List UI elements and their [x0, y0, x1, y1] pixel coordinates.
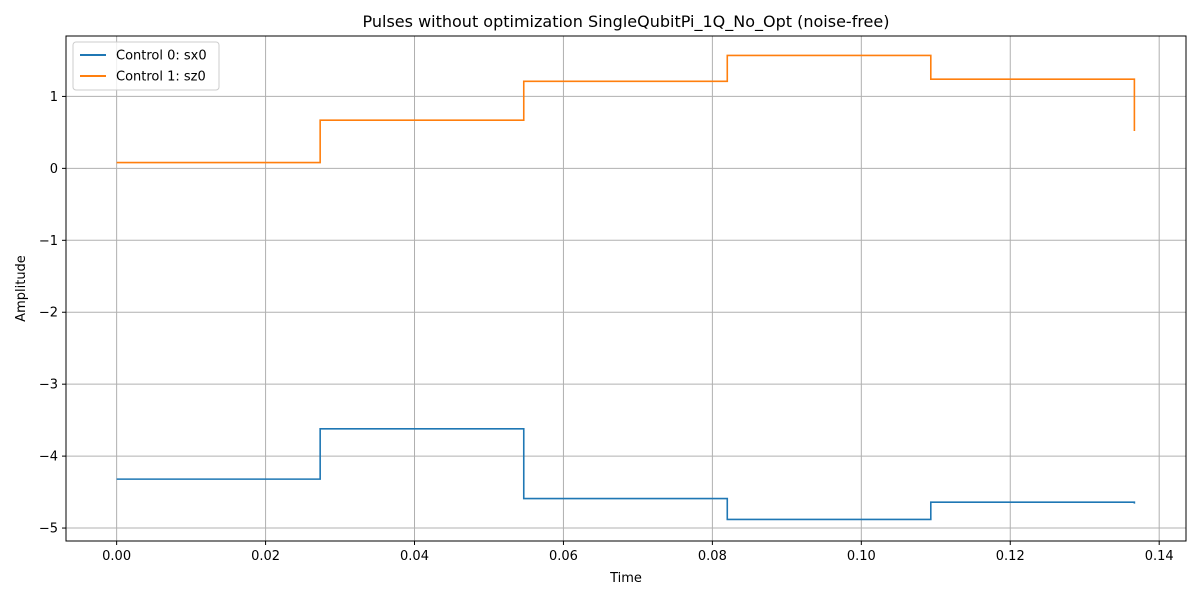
chart-title: Pulses without optimization SingleQubitP…	[363, 12, 890, 32]
legend: Control 0: sx0 Control 1: sz0	[72, 41, 220, 91]
x-tick-label: 0.10	[847, 549, 876, 564]
series-line-1	[116, 54, 1136, 164]
series-lines	[116, 54, 1136, 521]
legend-box	[72, 41, 220, 91]
y-axis-label: Amplitude	[14, 255, 29, 322]
x-tick-label: 0.08	[698, 549, 727, 564]
axis-ticks: 0.00 0.02 0.04 0.06 0.08 0.10 0.12 0.14 −5 −4 −3 −2…	[39, 90, 1174, 564]
y-tick-label: 0	[50, 162, 58, 177]
plot-area-frame	[65, 35, 1187, 542]
y-tick-label: −4	[39, 450, 58, 465]
x-tick-label: 0.02	[251, 549, 280, 564]
x-tick-label: 0.06	[549, 549, 578, 564]
y-tick-label: 1	[50, 90, 58, 105]
x-tick-label: 0.14	[1145, 549, 1174, 564]
y-tick-label: −2	[39, 306, 58, 321]
y-tick-label: −1	[39, 234, 58, 249]
legend-label-sz0: Control 1: sz0	[116, 70, 206, 85]
legend-label-sx0: Control 0: sx0	[116, 49, 207, 64]
series-line-0	[116, 427, 1136, 521]
x-axis-label: Time	[609, 571, 642, 586]
x-tick-label: 0.00	[102, 549, 131, 564]
x-tick-label: 0.04	[400, 549, 429, 564]
y-tick-label: −5	[39, 522, 58, 537]
y-tick-label: −3	[39, 378, 58, 393]
x-tick-label: 0.12	[996, 549, 1025, 564]
